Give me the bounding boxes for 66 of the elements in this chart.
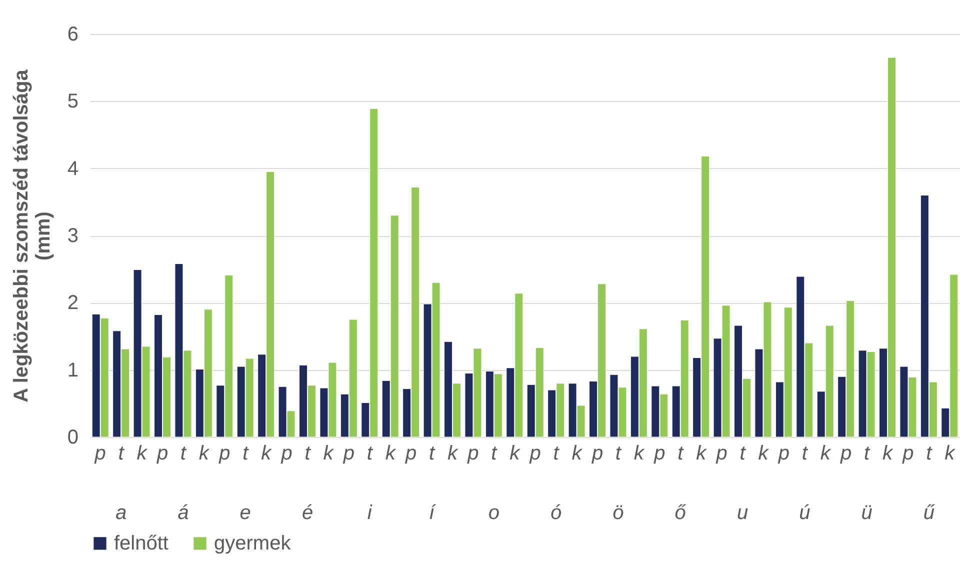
- x-tick-label: p: [466, 442, 479, 464]
- legend-label: felnőtt: [114, 532, 169, 554]
- x-tick-label: k: [261, 442, 272, 464]
- x-tick-label: t: [553, 442, 560, 464]
- x-tick-label: t: [615, 442, 622, 464]
- text: i: [367, 502, 372, 524]
- text: ú: [799, 502, 810, 524]
- x-tick-label: p: [777, 442, 790, 464]
- y-tick-label: 2: [67, 292, 78, 314]
- text: o: [488, 502, 500, 524]
- text: ó: [550, 502, 562, 524]
- x-tick-label: p: [404, 442, 417, 464]
- x-tick-label: k: [944, 442, 956, 464]
- x-tick-label: t: [491, 442, 498, 464]
- y-tick-label: 0: [67, 426, 78, 448]
- x-tick-label: p: [280, 442, 292, 464]
- text: á: [178, 502, 189, 524]
- text: ü: [861, 502, 872, 524]
- x-tick-label: p: [902, 442, 914, 464]
- text: ö: [612, 502, 624, 524]
- x-tick-label: p: [528, 442, 541, 464]
- x-tick-label: k: [198, 442, 210, 464]
- y-tick-label: 5: [67, 90, 78, 113]
- x-tick-label: t: [740, 442, 747, 464]
- x-tick-label: k: [448, 442, 458, 464]
- text: ő: [674, 502, 687, 524]
- y-tick-label: 1: [67, 359, 78, 382]
- x-tick-label: t: [118, 442, 126, 464]
- x-tick-label: p: [218, 442, 230, 464]
- text: í: [429, 502, 438, 524]
- x-tick-label: p: [715, 442, 728, 464]
- text: a: [116, 502, 127, 524]
- x-tick-label: t: [366, 442, 374, 464]
- text: ű: [923, 502, 936, 524]
- x-tick-label: p: [840, 442, 852, 464]
- text: é: [302, 502, 314, 524]
- x-tick-label: p: [590, 442, 604, 464]
- x-tick-label: k: [820, 442, 832, 464]
- y-tick-label: 3: [67, 225, 78, 247]
- x-tick-label: k: [385, 442, 396, 464]
- x-tick-label: k: [136, 442, 148, 464]
- x-tick-label: t: [429, 442, 436, 464]
- y-axis-title: A legközeebbi szomszéd távolsága (mm): [10, 68, 54, 402]
- x-tick-label: p: [94, 442, 106, 464]
- x-tick-label: k: [696, 442, 708, 464]
- x-tick-label: t: [304, 442, 312, 464]
- x-tick-label: t: [864, 442, 872, 464]
- x-tick-label: p: [653, 442, 666, 464]
- x-tick-label: k: [882, 442, 894, 464]
- x-tick-label: p: [156, 442, 168, 464]
- x-tick-label: k: [510, 442, 521, 464]
- x-tick-label: k: [572, 442, 583, 464]
- text: e: [240, 502, 251, 524]
- x-tick-label: k: [758, 442, 770, 464]
- x-tick-label: t: [926, 442, 934, 464]
- x-tick-label: t: [180, 442, 188, 464]
- x-tick-label: t: [678, 442, 685, 464]
- text: u: [736, 502, 748, 524]
- y-tick-label: 6: [67, 24, 78, 46]
- x-tick-label: t: [242, 442, 250, 464]
- y-tick-label: 4: [67, 158, 78, 180]
- legend-label: gyermek: [214, 532, 292, 554]
- x-tick-label: k: [634, 442, 645, 464]
- x-tick-label: p: [342, 442, 354, 464]
- x-tick-label: t: [802, 442, 809, 464]
- x-tick-label: k: [323, 442, 334, 464]
